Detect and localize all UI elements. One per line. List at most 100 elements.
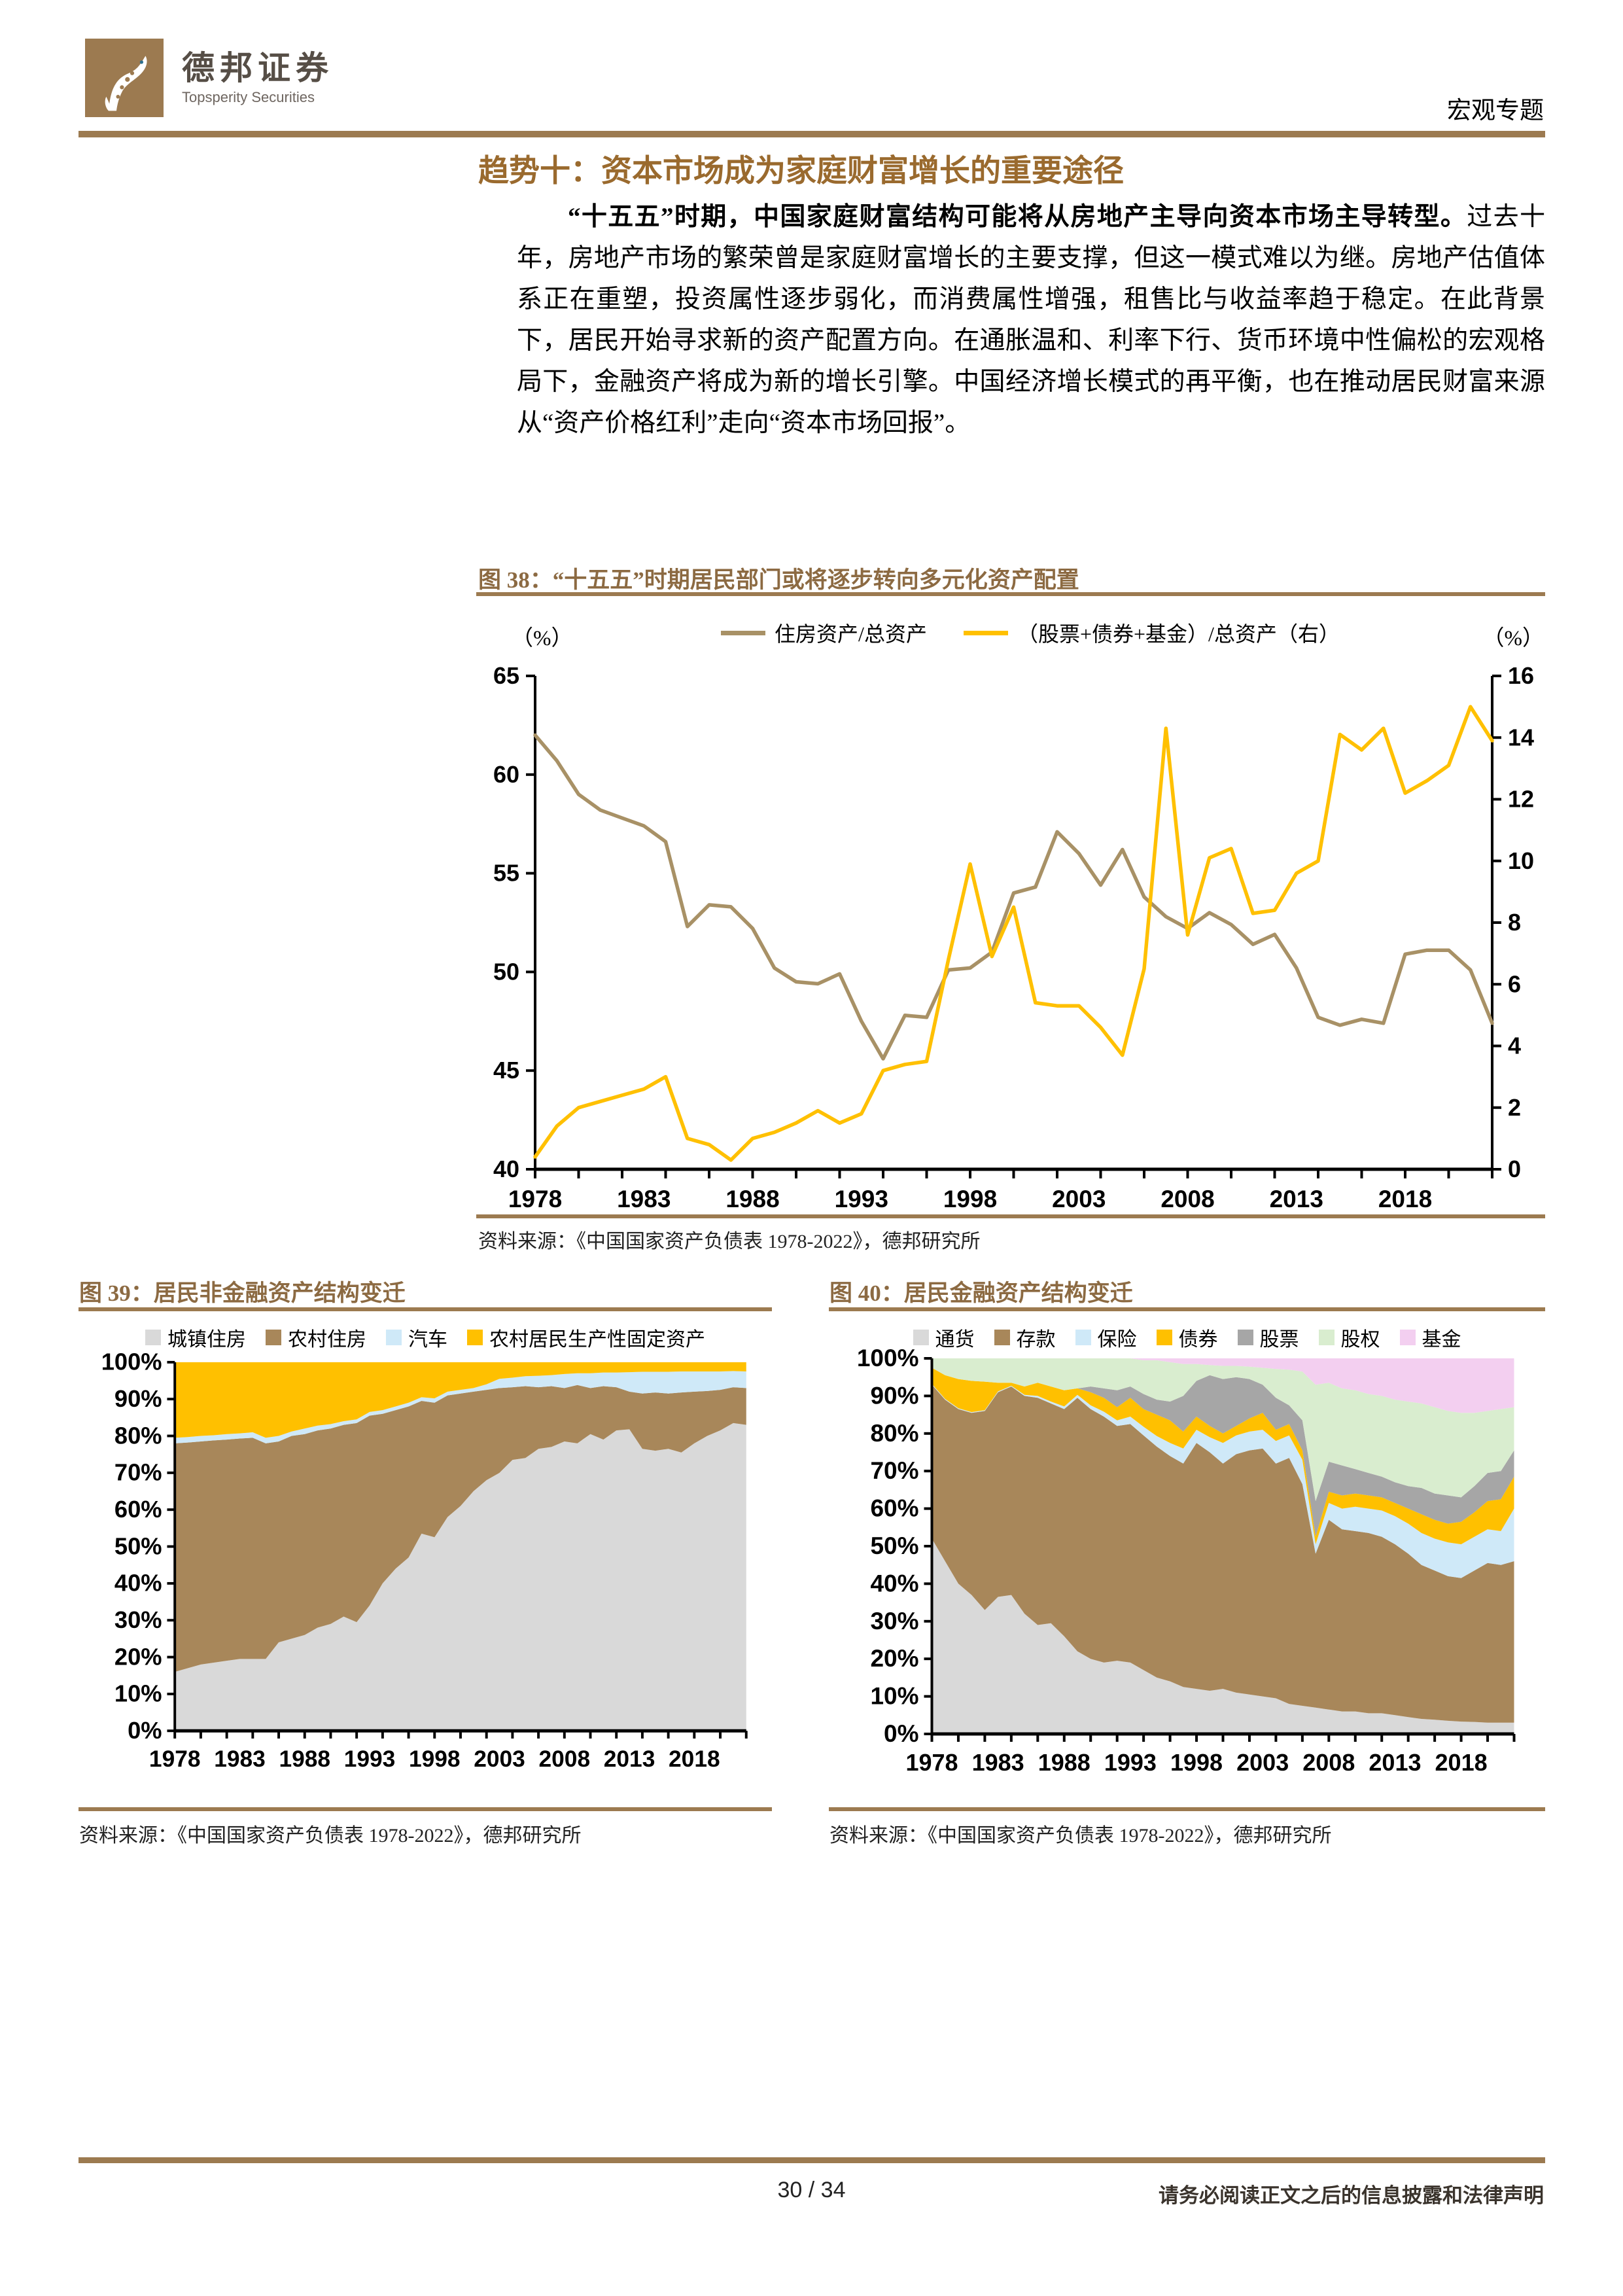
legend-label: 存款 bbox=[1016, 1329, 1056, 1351]
legend-square-marker bbox=[266, 1330, 281, 1345]
legend-line-marker bbox=[721, 630, 766, 635]
svg-text:20%: 20% bbox=[114, 1643, 162, 1670]
legend-label: 农村住房 bbox=[288, 1329, 366, 1351]
footer-page-number: 30 / 34 bbox=[777, 2178, 846, 2202]
header-rule bbox=[79, 131, 1545, 137]
svg-text:2013: 2013 bbox=[604, 1746, 655, 1772]
svg-text:1998: 1998 bbox=[1170, 1749, 1223, 1776]
svg-text:1978: 1978 bbox=[149, 1746, 201, 1772]
svg-text:100%: 100% bbox=[857, 1349, 919, 1371]
svg-text:60%: 60% bbox=[870, 1495, 918, 1522]
svg-text:40%: 40% bbox=[870, 1570, 918, 1597]
doc-type-label: 宏观专题 bbox=[1447, 97, 1544, 124]
legend-square-marker bbox=[1156, 1330, 1172, 1345]
svg-text:1998: 1998 bbox=[409, 1746, 461, 1772]
svg-text:65: 65 bbox=[493, 662, 519, 689]
svg-text:20%: 20% bbox=[870, 1645, 918, 1672]
svg-text:2018: 2018 bbox=[1378, 1186, 1432, 1212]
page-title: 趋势十：资本市场成为家庭财富增长的重要途径 bbox=[478, 154, 1124, 188]
svg-text:50: 50 bbox=[493, 958, 519, 985]
figure40-legend: 通货 存款 保险 债券 股票 股权 基金 bbox=[829, 1323, 1545, 1352]
figure38-top-rule bbox=[476, 592, 1545, 596]
svg-text:0%: 0% bbox=[884, 1720, 918, 1747]
svg-text:70%: 70% bbox=[114, 1459, 162, 1486]
svg-text:1978: 1978 bbox=[508, 1186, 562, 1212]
legend-line-marker bbox=[963, 630, 1008, 635]
svg-text:16: 16 bbox=[1508, 662, 1534, 689]
body-paragraph: “十五五”时期，中国家庭财富结构可能将从房地产主导向资本市场主导转型。过去十年，… bbox=[517, 196, 1545, 444]
svg-text:1988: 1988 bbox=[279, 1746, 330, 1772]
svg-text:70%: 70% bbox=[870, 1457, 918, 1484]
brand-text: 德邦证券 Topsperity Securities bbox=[182, 50, 334, 106]
legend-square-marker bbox=[994, 1330, 1010, 1345]
svg-text:2008: 2008 bbox=[1302, 1749, 1355, 1776]
svg-text:14: 14 bbox=[1508, 724, 1534, 751]
figure40-bottom-rule bbox=[829, 1807, 1545, 1811]
stacked-area-svg: 0% 10% 20% 30% 40% 50% 60% 70% 80% 90% 100% 1978 198… bbox=[101, 1349, 748, 1772]
legend-square-marker bbox=[1237, 1330, 1253, 1345]
svg-text:50%: 50% bbox=[114, 1532, 162, 1559]
svg-text:0%: 0% bbox=[128, 1717, 162, 1744]
svg-text:50%: 50% bbox=[870, 1532, 918, 1559]
figure38-legend: 住房资产/总资产 （股票+债券+基金）/总资产（右） bbox=[621, 618, 1439, 648]
figure40-top-rule bbox=[829, 1307, 1545, 1311]
svg-text:45: 45 bbox=[493, 1057, 519, 1084]
legend-item: 农村居民生产性固定资产 bbox=[467, 1323, 705, 1352]
svg-text:2003: 2003 bbox=[474, 1746, 525, 1772]
svg-text:1978: 1978 bbox=[905, 1749, 958, 1776]
legend-label: 住房资产/总资产 bbox=[775, 622, 927, 646]
legend-label: 股票 bbox=[1259, 1329, 1299, 1351]
svg-text:90%: 90% bbox=[870, 1382, 918, 1409]
svg-text:2008: 2008 bbox=[1161, 1186, 1214, 1212]
figure39-legend: 城镇住房 农村住房 汽车 农村居民生产性固定资产 bbox=[79, 1323, 772, 1352]
legend-label: 保险 bbox=[1097, 1329, 1137, 1351]
svg-text:2013: 2013 bbox=[1369, 1749, 1421, 1776]
svg-text:1993: 1993 bbox=[835, 1186, 888, 1212]
legend-square-marker bbox=[1318, 1330, 1335, 1345]
legend-square-marker bbox=[386, 1330, 402, 1345]
legend-square-marker bbox=[467, 1330, 483, 1345]
svg-text:100%: 100% bbox=[101, 1349, 162, 1375]
svg-text:10%: 10% bbox=[114, 1680, 162, 1707]
svg-text:80%: 80% bbox=[114, 1422, 162, 1449]
footer-rule bbox=[79, 2157, 1545, 2163]
legend-label: 债券 bbox=[1178, 1329, 1218, 1351]
svg-text:1983: 1983 bbox=[617, 1186, 671, 1212]
svg-text:2008: 2008 bbox=[539, 1746, 591, 1772]
svg-text:1988: 1988 bbox=[1038, 1749, 1091, 1776]
header-brand: 德邦证券 Topsperity Securities bbox=[85, 38, 334, 118]
svg-text:2018: 2018 bbox=[669, 1746, 720, 1772]
svg-text:1988: 1988 bbox=[725, 1186, 779, 1212]
svg-text:4: 4 bbox=[1508, 1033, 1521, 1059]
svg-text:2013: 2013 bbox=[1270, 1186, 1323, 1212]
legend-item: 股权 bbox=[1318, 1323, 1380, 1352]
legend-item: 存款 bbox=[994, 1323, 1056, 1352]
legend-label: 农村居民生产性固定资产 bbox=[489, 1329, 705, 1351]
figure40-chart: 0% 10% 20% 30% 40% 50% 60% 70% 80% 90% 100% 1978 198… bbox=[829, 1345, 1545, 1782]
legend-label: 城镇住房 bbox=[167, 1329, 246, 1351]
figure39-source: 资料来源：《中国国家资产负债表 1978-2022》，德邦研究所 bbox=[79, 1825, 582, 1846]
svg-text:2: 2 bbox=[1508, 1094, 1521, 1121]
figure38-chart: 40 45 50 55 60 65 0 2 4 6 8 10 12 14 16 1978 1983 1988 199… bbox=[478, 658, 1551, 1214]
svg-text:1983: 1983 bbox=[214, 1746, 266, 1772]
legend-label: 通货 bbox=[935, 1329, 975, 1351]
svg-text:40%: 40% bbox=[114, 1570, 162, 1597]
legend-item: 住房资产/总资产 bbox=[721, 618, 927, 648]
legend-item: 汽车 bbox=[386, 1323, 447, 1352]
cheetah-logo-icon bbox=[85, 39, 164, 117]
paragraph-lead: “十五五”时期，中国家庭财富结构可能将从房地产主导向资本市场主导转型。 bbox=[568, 203, 1467, 231]
brand-name-cn: 德邦证券 bbox=[182, 49, 334, 86]
figure38-title: 图 38：“十五五”时期居民部门或将逐步转向多元化资产配置 bbox=[478, 567, 1079, 593]
svg-text:55: 55 bbox=[493, 860, 519, 887]
figure38-unit-right: （%） bbox=[1482, 627, 1544, 650]
svg-text:30%: 30% bbox=[114, 1606, 162, 1633]
figure39-title: 图 39：居民非金融资产结构变迁 bbox=[79, 1280, 406, 1306]
brand-name-en: Topsperity Securities bbox=[182, 88, 315, 105]
legend-item: 保险 bbox=[1075, 1323, 1137, 1352]
svg-text:1998: 1998 bbox=[943, 1186, 997, 1212]
svg-text:2018: 2018 bbox=[1435, 1749, 1488, 1776]
paragraph-rest: 过去十年，房地产市场的繁荣曾是家庭财富增长的主要支撑，但这一模式难以为继。房地产… bbox=[517, 203, 1545, 437]
svg-text:12: 12 bbox=[1508, 786, 1534, 813]
legend-square-marker bbox=[913, 1330, 929, 1345]
